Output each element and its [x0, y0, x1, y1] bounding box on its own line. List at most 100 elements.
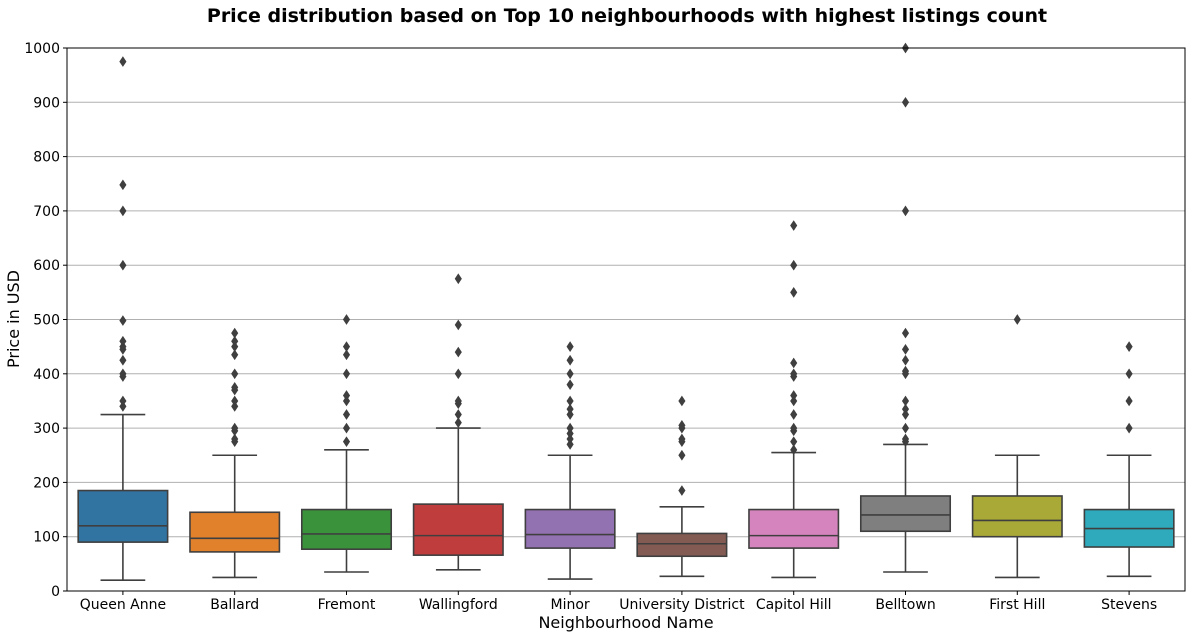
outlier-point [678, 420, 686, 431]
outlier-point [790, 444, 798, 456]
outlier-point [566, 354, 574, 366]
x-tick-label: Fremont [318, 597, 376, 613]
box-first-hill [971, 314, 1063, 579]
y-tick-label: 100 [33, 530, 60, 546]
outlier-point [1125, 422, 1133, 434]
outlier-point [342, 368, 351, 380]
y-tick-label: 700 [33, 204, 60, 220]
outlier-point [901, 205, 910, 217]
y-tick-label: 900 [33, 95, 60, 111]
outlier-point [901, 365, 910, 377]
outlier-point [790, 368, 798, 380]
outlier-point [1013, 314, 1021, 325]
outlier-point [901, 409, 910, 420]
outlier-point [566, 439, 574, 450]
outlier-point [119, 56, 127, 67]
x-tick-label: Ballard [210, 597, 259, 613]
outlier-point [231, 327, 239, 339]
outlier-point [901, 433, 910, 445]
y-tick-label: 0 [51, 584, 60, 600]
box-ballard [189, 327, 281, 579]
box-stevens [1083, 341, 1175, 578]
y-tick-label: 200 [33, 475, 60, 491]
outlier-point [901, 395, 910, 407]
outlier-point [454, 409, 462, 420]
outlier-point [119, 259, 127, 271]
box-wallingford [412, 273, 504, 571]
x-axis-label: Neighbourhood Name [538, 613, 713, 632]
outlier-point [342, 395, 351, 407]
outlier-point [790, 220, 798, 231]
outlier-point [119, 354, 127, 366]
outlier-point [342, 422, 351, 434]
iqr-box [77, 489, 169, 543]
outlier-point [566, 409, 574, 420]
outlier-point [901, 354, 910, 366]
outlier-point [566, 379, 574, 391]
outlier-point [790, 357, 798, 369]
outlier-point [231, 341, 239, 352]
outlier-point [901, 327, 910, 339]
outlier-point [119, 335, 127, 347]
iqr-box [971, 495, 1063, 538]
iqr-box [859, 495, 952, 533]
box-minor [524, 341, 616, 580]
outlier-point [454, 368, 462, 380]
outlier-point [119, 368, 127, 380]
y-tick-label: 800 [33, 150, 60, 166]
outlier-point [231, 401, 239, 412]
outlier-point [119, 205, 127, 217]
outlier-point [566, 433, 574, 445]
outlier-point [119, 401, 127, 412]
outlier-point [790, 436, 798, 448]
outlier-point [790, 422, 798, 434]
outlier-point [231, 422, 239, 434]
x-tick-label: Minor [551, 597, 590, 613]
outlier-point [790, 287, 798, 298]
y-tick-label: 400 [33, 367, 60, 383]
iqr-box [189, 511, 281, 553]
grid-lines [67, 101, 1185, 538]
y-axis-label: Price in USD [4, 270, 23, 368]
iqr-box [300, 508, 393, 550]
outlier-point [678, 449, 686, 461]
iqr-box [412, 503, 504, 556]
x-tick-label: First Hill [989, 597, 1045, 613]
outlier-point [678, 395, 686, 407]
boxes-layer [77, 42, 1175, 581]
iqr-box [636, 532, 728, 558]
outlier-point [1125, 395, 1133, 407]
outlier-point [231, 349, 239, 361]
x-tick-label: Stevens [1101, 597, 1157, 613]
outlier-point [678, 485, 686, 496]
outlier-point [901, 96, 910, 108]
outlier-point [119, 315, 127, 326]
outlier-point [342, 436, 351, 448]
x-tick-label: Capitol Hill [756, 597, 832, 613]
outlier-point [566, 368, 574, 380]
outlier-point [119, 395, 127, 407]
outlier-point [119, 341, 127, 352]
outlier-point [342, 314, 351, 325]
y-tick-label: 600 [33, 258, 60, 274]
outlier-point [566, 395, 574, 407]
box-fremont [300, 314, 393, 573]
outlier-point [454, 273, 462, 285]
box-belltown [859, 42, 952, 573]
outlier-point [119, 179, 127, 191]
outlier-point [901, 344, 910, 355]
y-tick-label: 1000 [24, 41, 60, 57]
box-capitol-hill [748, 220, 840, 579]
outlier-point [342, 390, 351, 401]
outlier-point [790, 390, 798, 401]
outlier-point [1125, 368, 1133, 380]
outlier-point [566, 403, 574, 415]
outlier-point [231, 433, 239, 445]
outlier-point [678, 433, 686, 445]
x-tick-label: University District [619, 597, 745, 613]
box-queen-anne [77, 56, 169, 581]
outlier-point [566, 422, 574, 434]
outlier-point [1125, 341, 1133, 352]
x-tick-label: Wallingford [419, 597, 498, 613]
outlier-point [790, 259, 798, 271]
